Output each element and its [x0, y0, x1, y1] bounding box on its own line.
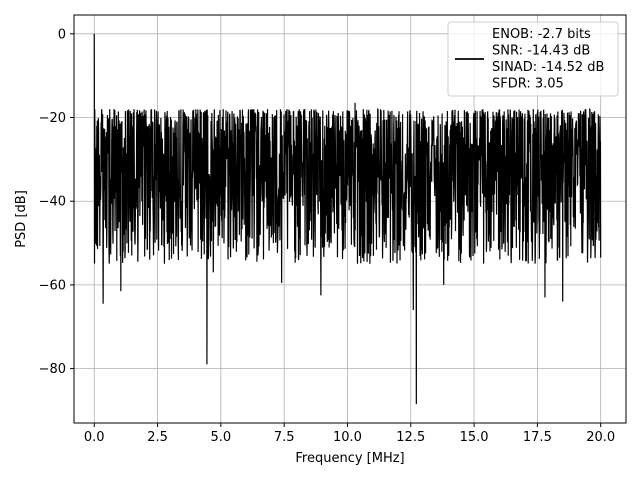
plot-frame — [73, 14, 627, 424]
x-tick-label: 0.0 — [84, 430, 105, 445]
y-tick-label: 0 — [58, 27, 66, 42]
x-tick-label: 7.5 — [274, 430, 295, 445]
y-tick-label: −20 — [39, 111, 66, 126]
x-tick-label: 12.5 — [396, 430, 425, 445]
x-tick-label: 2.5 — [147, 430, 168, 445]
x-tick-label: 15.0 — [460, 430, 489, 445]
x-tick-label: 5.0 — [211, 430, 232, 445]
legend-box — [447, 21, 619, 97]
x-tick-label: 20.0 — [586, 430, 615, 445]
x-axis-ticks: 0.0 2.5 5.0 7.5 10.0 12.5 15.0 17.5 20.0 — [84, 423, 615, 445]
y-axis-label: PSD [dB] — [14, 190, 29, 248]
legend-entry: SINAD: -14.52 dB — [492, 60, 604, 75]
y-tick-label: −60 — [39, 278, 66, 293]
legend-entry: ENOB: -2.7 bits — [492, 27, 591, 42]
legend-entry: SFDR: 3.05 — [492, 77, 564, 92]
legend-entry: SNR: -14.43 dB — [492, 44, 590, 59]
psd-series — [93, 33, 602, 405]
y-axis-ticks: 0 −20 −40 −60 −80 — [39, 27, 74, 377]
y-tick-label: −80 — [39, 362, 66, 377]
x-axis-label: Frequency [MHz] — [295, 451, 404, 466]
x-tick-label: 17.5 — [523, 430, 552, 445]
y-tick-label: −40 — [39, 195, 66, 210]
x-tick-label: 10.0 — [333, 430, 362, 445]
psd-line — [93, 33, 602, 405]
